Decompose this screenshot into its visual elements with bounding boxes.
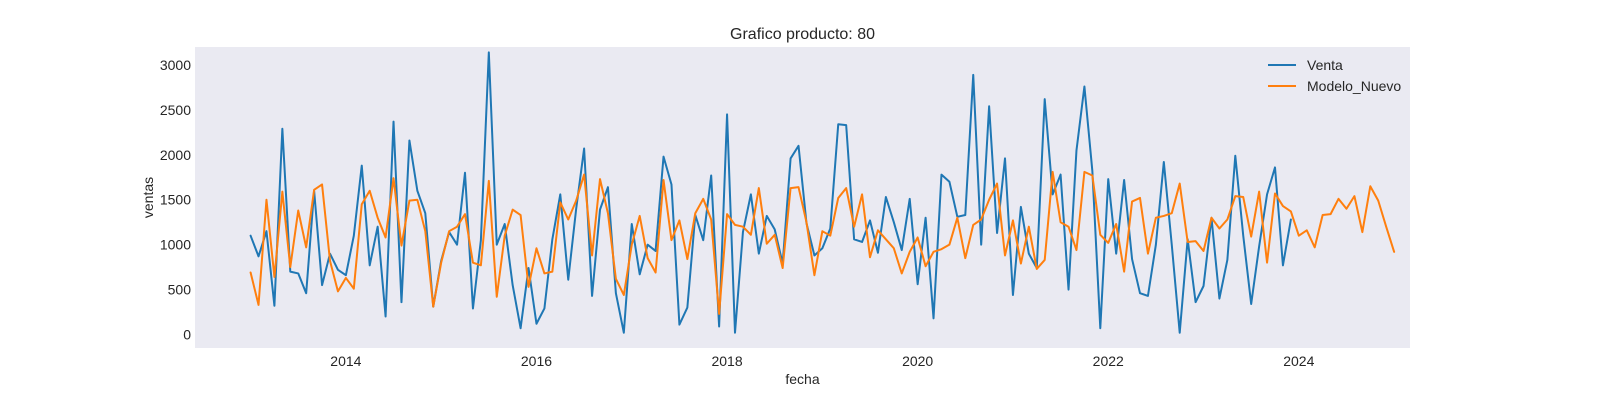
y-tick-label: 3000 [160,57,191,73]
x-tick-label: 2024 [1283,353,1314,369]
y-tick-label: 2000 [160,147,191,163]
y-tick-label: 1500 [160,192,191,208]
y-tick-label: 0 [183,327,191,343]
axis-ticks: 2014 2016 2018 2020 2022 2024 0 500 1000 1500 2000… [160,57,1315,369]
chart-title: Grafico producto: 80 [730,26,875,43]
series-lines [249,51,1396,334]
x-tick-label: 2016 [521,353,552,369]
legend: Venta Modelo_Nuevo [1268,57,1401,94]
y-tick-label: 1000 [160,237,191,253]
legend-label: Modelo_Nuevo [1307,78,1401,94]
y-tick-label: 500 [168,282,192,298]
y-tick-label: 2500 [160,102,191,118]
legend-label: Venta [1307,57,1343,73]
plot-area [195,47,1410,348]
x-axis-label: fecha [785,371,819,387]
series-line-modelo-nuevo [249,170,1396,315]
x-tick-label: 2014 [330,353,361,369]
x-tick-label: 2020 [902,353,933,369]
x-tick-label: 2018 [711,353,742,369]
series-line-venta [249,51,1292,334]
x-tick-label: 2022 [1093,353,1124,369]
y-axis-label: ventas [140,177,156,218]
